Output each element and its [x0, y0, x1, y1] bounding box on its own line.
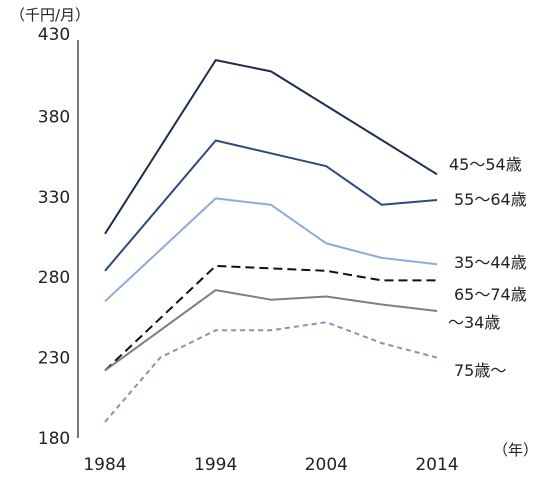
series-label: 45〜54歳 — [449, 155, 522, 174]
y-tick-label: 280 — [38, 268, 70, 288]
series-label: 〜34歳 — [448, 313, 500, 332]
series-line — [104, 321, 438, 423]
series-label: 35〜44歳 — [454, 253, 527, 272]
y-tick-label: 180 — [38, 429, 70, 449]
y-tick-label: 330 — [38, 188, 70, 208]
x-tick-label: 2014 — [415, 455, 458, 475]
x-unit-label: （年） — [493, 441, 538, 459]
series-line — [104, 59, 438, 235]
series-label: 75歳〜 — [454, 361, 506, 380]
x-tick-label: 1994 — [194, 455, 237, 475]
series-label: 65〜74歳 — [454, 285, 527, 304]
x-tick-label: 2004 — [305, 455, 348, 475]
series-line — [104, 264, 437, 372]
y-unit-label: （千円/月） — [10, 6, 90, 24]
x-tick-label: 1984 — [83, 455, 126, 475]
series-label: 55〜64歳 — [454, 190, 527, 209]
series-line — [104, 139, 438, 272]
y-tick-label: 430 — [38, 25, 70, 45]
series-line — [104, 197, 438, 303]
y-tick-label: 230 — [38, 349, 70, 369]
y-tick-label: 380 — [38, 107, 70, 127]
series-line — [104, 289, 438, 372]
